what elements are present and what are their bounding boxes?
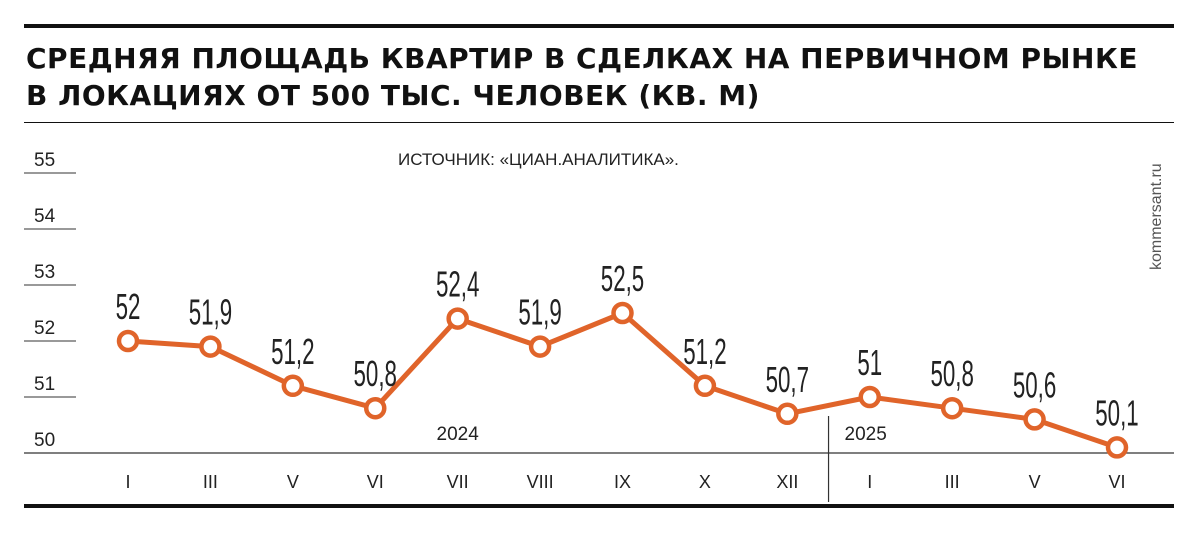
- x-tick-label: III: [945, 472, 960, 492]
- top-rule: [24, 24, 1174, 28]
- source-note: ИСТОЧНИК: «ЦИАН.АНАЛИТИКА».: [398, 150, 679, 169]
- data-point: [940, 396, 964, 420]
- y-tick-label: 54: [34, 206, 56, 227]
- x-tick-label: I: [867, 472, 872, 492]
- data-point: [199, 335, 222, 358]
- x-tick-label: V: [1029, 472, 1041, 492]
- data-point: [116, 329, 140, 353]
- data-label: 51,9: [518, 293, 561, 333]
- x-tick-label: III: [203, 472, 218, 492]
- x-tick-label: VI: [367, 472, 384, 492]
- x-tick-label: VII: [447, 472, 469, 492]
- x-tick-label: VIII: [527, 472, 554, 492]
- data-point: [611, 301, 634, 325]
- y-tick-label: 51: [34, 374, 55, 395]
- data-label: 51,2: [271, 333, 314, 373]
- x-tick-label: IX: [614, 472, 631, 492]
- data-point: [364, 396, 387, 420]
- data-point: [281, 374, 305, 398]
- data-point: [1023, 408, 1046, 431]
- data-point: [693, 374, 717, 398]
- data-label: 50,8: [930, 355, 973, 395]
- data-point: [776, 402, 799, 426]
- year-label: 2024: [437, 424, 480, 445]
- x-tick-label: V: [287, 472, 299, 492]
- data-label: 50,1: [1095, 394, 1138, 434]
- data-label: 50,6: [1013, 366, 1056, 406]
- x-tick-label: X: [699, 472, 711, 492]
- data-point: [446, 307, 469, 330]
- data-point: [1105, 436, 1129, 459]
- chart-title-line-1: СРЕДНЯЯ ПЛОЩАДЬ КВАРТИР В СДЕЛКАХ НА ПЕР…: [26, 42, 1138, 75]
- data-label: 51,2: [683, 333, 726, 373]
- data-label: 52,4: [436, 265, 479, 305]
- chart-title-line-2: В ЛОКАЦИЯХ ОТ 500 ТЫС. ЧЕЛОВЕК (КВ. М): [26, 79, 760, 112]
- x-tick-label: VI: [1108, 472, 1125, 492]
- data-label: 50,7: [766, 361, 809, 401]
- data-label: 52,5: [601, 260, 644, 300]
- data-point: [528, 335, 552, 358]
- y-tick-label: 52: [34, 318, 55, 339]
- data-point: [858, 385, 881, 409]
- chart-title: СРЕДНЯЯ ПЛОЩАДЬ КВАРТИР В СДЕЛКАХ НА ПЕР…: [26, 40, 1166, 114]
- year-label: 2025: [845, 424, 887, 445]
- y-tick-label: 53: [34, 262, 55, 283]
- y-tick-label: 50: [34, 430, 55, 451]
- data-label: 51,9: [189, 293, 232, 333]
- data-label: 51: [857, 344, 882, 384]
- data-label: 50,8: [354, 355, 397, 395]
- title-divider: [24, 122, 1174, 123]
- x-tick-label: XII: [776, 472, 798, 492]
- data-label: 52: [116, 288, 141, 328]
- x-tick-label: I: [125, 472, 130, 492]
- bottom-rule: [24, 504, 1174, 508]
- y-tick-label: 55: [34, 150, 55, 171]
